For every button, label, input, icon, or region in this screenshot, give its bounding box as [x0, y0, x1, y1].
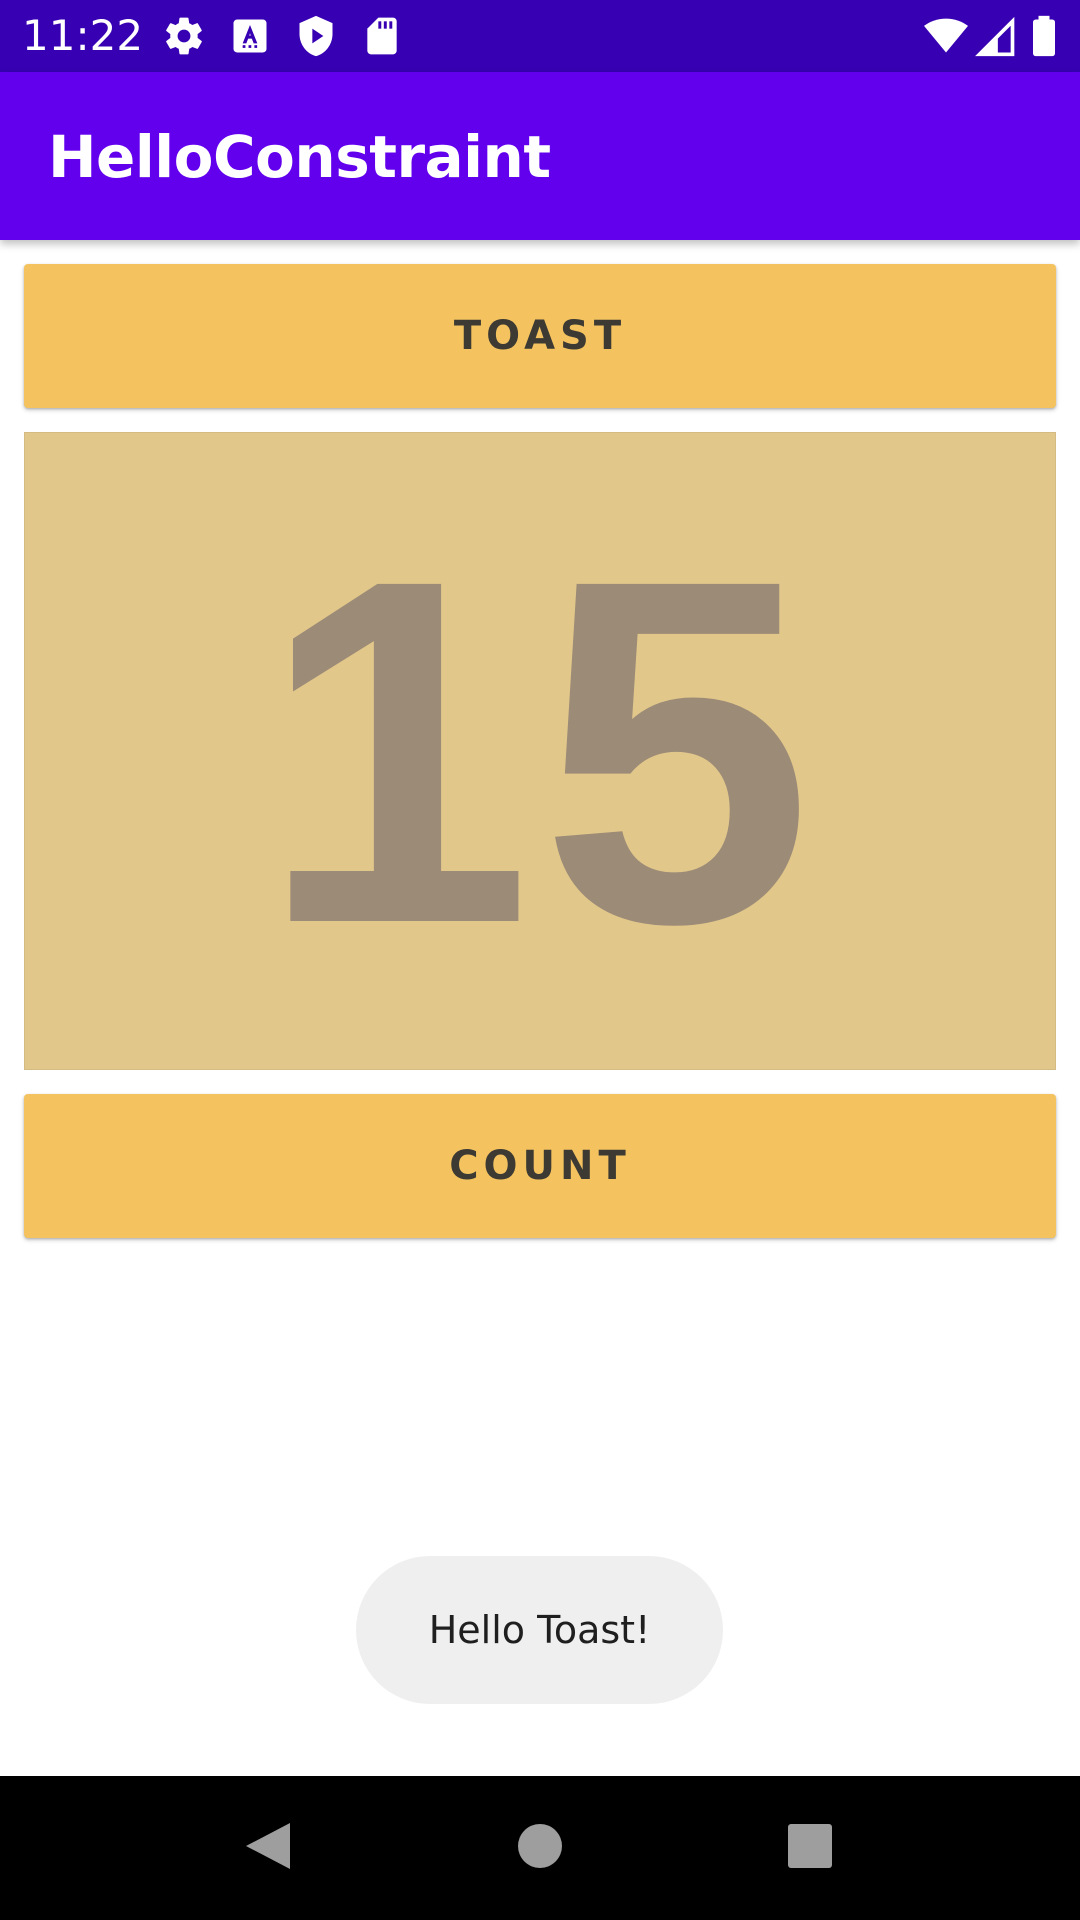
wifi-icon — [922, 14, 970, 58]
app-bar: HelloConstraint — [0, 72, 1080, 240]
sd-card-icon — [360, 14, 404, 58]
settings-icon — [162, 14, 206, 58]
toast-popup: Hello Toast! — [356, 1556, 723, 1704]
status-bar: 11:22 — [0, 0, 1080, 72]
home-icon — [518, 1824, 562, 1868]
navigation-bar — [0, 1776, 1080, 1920]
recents-icon — [788, 1824, 832, 1868]
app-title: HelloConstraint — [48, 123, 551, 191]
keyboard-a-icon — [228, 14, 272, 58]
back-icon — [246, 1823, 290, 1869]
toast-button[interactable]: TOAST — [24, 264, 1056, 408]
cell-signal-icon — [974, 14, 1018, 58]
status-time: 11:22 — [22, 11, 144, 60]
recents-button[interactable] — [760, 1796, 860, 1896]
play-protect-icon — [294, 14, 338, 58]
count-value: 15 — [259, 477, 821, 1025]
battery-icon — [1030, 14, 1058, 58]
home-button[interactable] — [490, 1796, 590, 1896]
count-button[interactable]: COUNT — [24, 1094, 1056, 1238]
count-display: 15 — [24, 432, 1056, 1070]
toast-message: Hello Toast! — [428, 1608, 651, 1652]
back-button[interactable] — [218, 1796, 318, 1896]
